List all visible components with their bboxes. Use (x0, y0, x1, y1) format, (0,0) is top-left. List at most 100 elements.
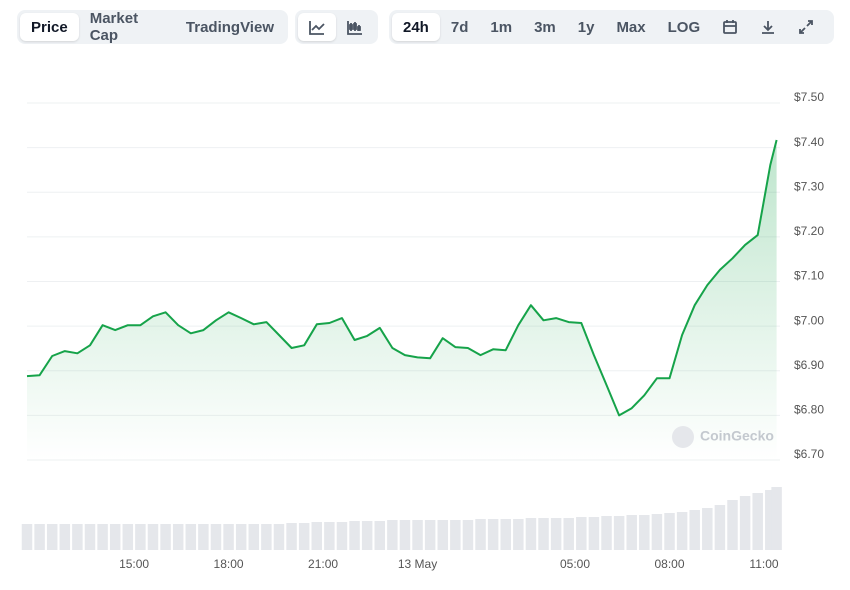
y-tick-label: $7.10 (794, 269, 824, 283)
y-tick-label: $7.40 (794, 135, 824, 149)
y-tick-label: $7.30 (794, 179, 824, 193)
volume-bar (626, 515, 637, 550)
volume-bar (689, 510, 700, 550)
volume-bar (311, 522, 323, 550)
volume-bar (185, 524, 197, 550)
price-line (26, 139, 778, 417)
volume-bar (525, 518, 537, 550)
expand-icon[interactable] (787, 13, 825, 41)
x-tick-label: 11:00 (749, 557, 778, 571)
volume-bar (34, 524, 45, 550)
volume-bar (752, 493, 763, 550)
log-toggle[interactable]: LOG (667, 18, 701, 36)
calendar-icon[interactable] (711, 13, 749, 41)
volume-bar (563, 518, 574, 550)
volume-bar (765, 490, 776, 550)
volume-bar (550, 518, 562, 550)
chart-style (295, 10, 378, 44)
volume-bar (374, 521, 386, 550)
volume-bar (450, 520, 461, 550)
volume-bar (387, 520, 398, 550)
volume-bar (147, 524, 159, 550)
volume-bar (59, 524, 71, 550)
volume-bar (273, 524, 285, 550)
volume-bar (84, 524, 96, 550)
volume-bar (771, 487, 782, 550)
volume-bar (702, 508, 713, 550)
y-tick-label: $7.00 (794, 313, 824, 327)
volume-bar (248, 524, 260, 550)
volume-bar (286, 523, 297, 550)
volume-bar (601, 516, 612, 550)
range[interactable]: 7d (450, 18, 469, 36)
volume-bar (399, 520, 411, 550)
y-tick-label: $7.20 (794, 224, 824, 238)
y-tick-label: $7.50 (794, 90, 824, 104)
volume-bar (235, 524, 247, 550)
volume-bar (210, 524, 222, 550)
volume-bar (72, 524, 83, 550)
volume-bar (261, 524, 272, 550)
volume-bar (664, 513, 675, 550)
volume-bar (21, 524, 33, 550)
volume-bar (46, 524, 58, 550)
candle-icon[interactable] (336, 13, 374, 41)
volume-bar (739, 496, 751, 550)
range[interactable]: 1y (577, 18, 595, 36)
volume-bar (588, 517, 600, 550)
volume-bar (475, 519, 486, 550)
range[interactable]: 3m (534, 18, 556, 36)
watermark: CoinGecko (700, 428, 774, 444)
volume-bar (513, 519, 524, 550)
tab[interactable]: Market Cap (89, 10, 139, 44)
volume-bar (97, 524, 108, 550)
volume-bar (412, 520, 423, 550)
volume-bar (349, 521, 360, 550)
range[interactable]: 24h (392, 13, 440, 41)
volume-bar (727, 500, 738, 550)
tab[interactable]: TradingView (185, 18, 274, 36)
x-tick-label: 21:00 (308, 557, 338, 571)
volume-bar (160, 524, 171, 550)
x-tick-label: 13 May (398, 557, 437, 571)
volume-bar (639, 515, 650, 550)
volume-bar (223, 524, 234, 550)
volume-bar (198, 524, 209, 550)
y-tick-label: $6.80 (794, 403, 824, 417)
range[interactable]: Max (616, 18, 646, 36)
y-tick-label: $6.90 (794, 358, 824, 372)
volume-bar (676, 512, 688, 550)
range-tabs: 24h 7d 1m 3m 1y Max LOG (389, 10, 834, 44)
range[interactable]: 1m (490, 18, 513, 36)
volume-bar (122, 524, 134, 550)
volume-bar (424, 520, 436, 550)
volume-bar (538, 518, 549, 550)
tab[interactable]: Price (20, 13, 79, 41)
volume-bar (576, 517, 587, 550)
volume-bar (714, 505, 726, 550)
line-icon[interactable] (298, 13, 336, 41)
view-tabs: Price Market Cap TradingView (17, 10, 288, 44)
volume-bar (651, 514, 663, 550)
x-tick-label: 15:00 (119, 557, 149, 571)
volume-bar (613, 516, 625, 550)
volume-bar (336, 522, 348, 550)
volume-bar (500, 519, 511, 550)
download-icon[interactable] (749, 13, 787, 41)
volume-bar (487, 519, 499, 550)
volume-bar (172, 524, 184, 550)
x-tick-label: 08:00 (654, 557, 684, 571)
volume-bar (437, 520, 448, 550)
volume-bar (361, 521, 373, 550)
volume-bar (324, 522, 335, 550)
y-tick-label: $6.70 (794, 447, 824, 461)
x-tick-label: 18:00 (214, 557, 244, 571)
price-area (27, 140, 777, 460)
x-tick-label: 05:00 (560, 557, 590, 571)
volume-bar (109, 524, 121, 550)
volume-bar (135, 524, 146, 550)
volume-bar (462, 520, 474, 550)
volume-bar (298, 523, 310, 550)
